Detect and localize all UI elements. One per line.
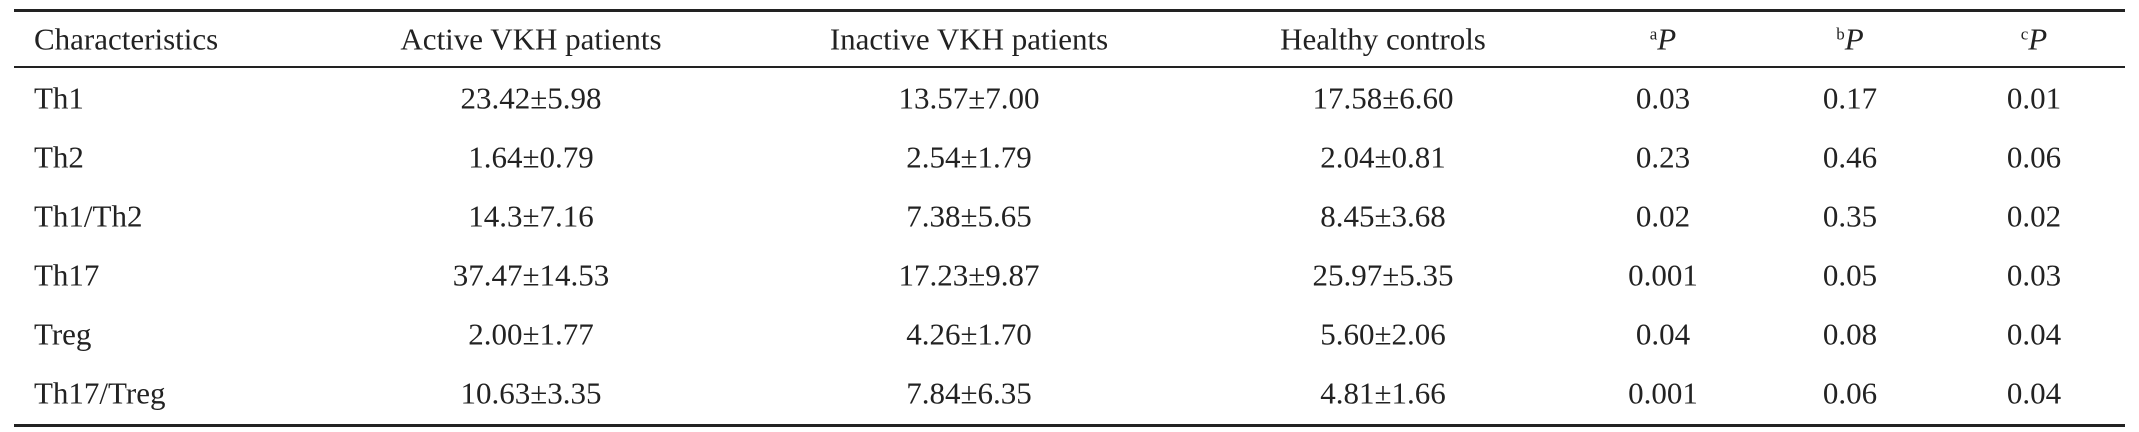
header-cell: Active VKH patients <box>400 21 662 57</box>
data-cell: 13.57±7.00 <box>898 80 1040 116</box>
header-cell: Inactive VKH patients <box>829 21 1109 57</box>
data-cell: 14.3±7.16 <box>468 198 594 234</box>
data-cell: 23.42±5.98 <box>460 80 602 116</box>
data-cell: 0.04 <box>1635 316 1691 352</box>
header-cell: bP <box>1836 24 1863 55</box>
header-symbol: P <box>1657 21 1677 57</box>
data-cell: 17.58±6.60 <box>1312 80 1454 116</box>
header-symbol: P <box>2028 21 2048 57</box>
data-cell: 0.03 <box>2006 257 2062 293</box>
data-cell: 0.01 <box>2006 80 2062 116</box>
header-superscript: b <box>1836 24 1845 44</box>
top-rule <box>14 9 2125 12</box>
data-cell: 37.47±14.53 <box>452 257 610 293</box>
data-cell: 8.45±3.68 <box>1320 198 1446 234</box>
data-cell: 2.54±1.79 <box>906 139 1032 175</box>
row-label: Treg <box>34 316 92 352</box>
data-cell: 0.001 <box>1628 375 1698 411</box>
data-cell: 2.04±0.81 <box>1320 139 1446 175</box>
data-cell: 0.03 <box>1635 80 1691 116</box>
header-symbol: P <box>1844 21 1864 57</box>
data-cell: 4.26±1.70 <box>906 316 1032 352</box>
data-cell: 0.08 <box>1822 316 1878 352</box>
header-cell: aP <box>1650 24 1676 55</box>
data-cell: 4.81±1.66 <box>1320 375 1446 411</box>
row-label: Th2 <box>34 139 84 175</box>
header-rule <box>14 66 2125 68</box>
data-cell: 17.23±9.87 <box>898 257 1040 293</box>
header-superscript: c <box>2020 24 2029 44</box>
row-label: Th17/Treg <box>34 375 166 411</box>
data-cell: 0.001 <box>1628 257 1698 293</box>
data-cell: 10.63±3.35 <box>460 375 602 411</box>
data-cell: 1.64±0.79 <box>468 139 594 175</box>
data-cell: 2.00±1.77 <box>468 316 594 352</box>
data-cell: 0.06 <box>1822 375 1878 411</box>
data-cell: 0.46 <box>1822 139 1878 175</box>
data-cell: 25.97±5.35 <box>1312 257 1454 293</box>
header-superscript: a <box>1649 24 1658 44</box>
data-cell: 7.84±6.35 <box>906 375 1032 411</box>
row-label: Th1 <box>34 80 84 116</box>
data-cell: 0.04 <box>2006 316 2062 352</box>
data-cell: 0.23 <box>1635 139 1691 175</box>
data-cell: 0.17 <box>1822 80 1878 116</box>
header-cell: cP <box>2021 24 2047 55</box>
data-cell: 0.02 <box>1635 198 1691 234</box>
row-label: Th1/Th2 <box>34 198 143 234</box>
data-cell: 0.02 <box>2006 198 2062 234</box>
data-cell: 0.06 <box>2006 139 2062 175</box>
data-cell: 0.05 <box>1822 257 1878 293</box>
data-cell: 0.04 <box>2006 375 2062 411</box>
data-cell: 7.38±5.65 <box>906 198 1032 234</box>
row-label: Th17 <box>34 257 100 293</box>
data-cell: 5.60±2.06 <box>1320 316 1446 352</box>
header-cell: Characteristics <box>34 21 219 57</box>
data-cell: 0.35 <box>1822 198 1878 234</box>
header-cell: Healthy controls <box>1280 21 1486 57</box>
bottom-rule <box>14 424 2125 427</box>
